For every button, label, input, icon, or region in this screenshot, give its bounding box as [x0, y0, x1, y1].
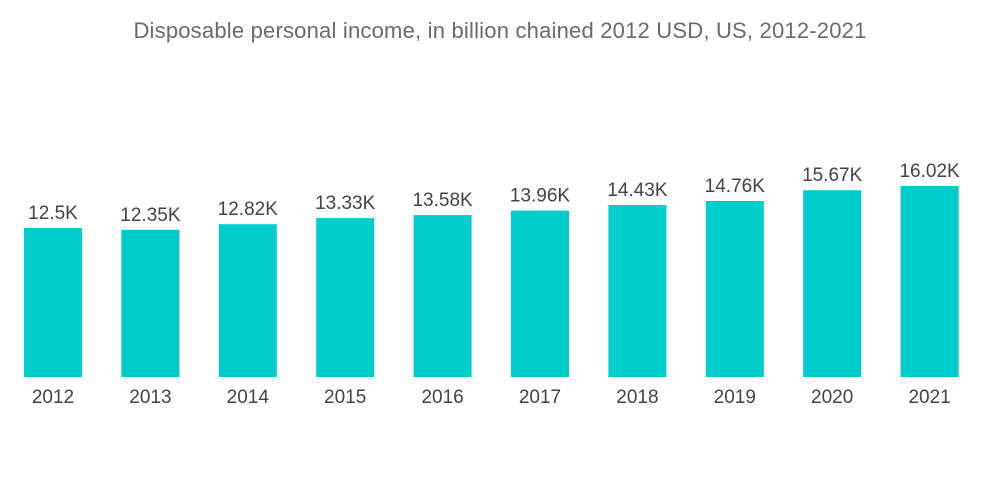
data-label-2018: 14.43K	[607, 180, 668, 201]
x-tick-label-2017: 2017	[519, 387, 561, 408]
data-label-2020: 15.67K	[802, 165, 863, 186]
bar-2021	[900, 186, 959, 377]
data-label-2012: 12.5K	[28, 203, 78, 224]
data-label-2021: 16.02K	[899, 161, 960, 182]
x-tick-label-2013: 2013	[129, 387, 171, 408]
x-axis-ticks: 2012 2013 2014 2015 2016 2017 2018 2019 2020 2021	[32, 387, 951, 408]
data-label-2013: 12.35K	[120, 205, 181, 226]
data-labels-group: 12.5K 12.35K 12.82K 13.33K 13.58K 13.96K 14.43…	[28, 161, 960, 226]
bar-2017	[511, 210, 569, 377]
x-tick-label-2016: 2016	[421, 387, 463, 408]
bar-2016	[413, 215, 472, 377]
x-tick-label-2012: 2012	[32, 387, 74, 408]
data-label-2014: 12.82K	[218, 199, 279, 220]
bar-2012	[24, 228, 82, 377]
bar-2018	[608, 205, 667, 377]
bar-2019	[705, 201, 764, 377]
bar-2020	[803, 190, 862, 377]
x-tick-label-2018: 2018	[616, 387, 658, 408]
x-tick-label-2020: 2020	[811, 387, 853, 408]
x-tick-label-2015: 2015	[324, 387, 366, 408]
x-tick-label-2019: 2019	[714, 387, 756, 408]
x-tick-label-2014: 2014	[227, 387, 270, 408]
data-label-2015: 13.33K	[315, 193, 376, 214]
bar-2014	[218, 224, 277, 377]
bar-2013	[121, 229, 180, 377]
bars-group	[24, 186, 959, 377]
chart-title: Disposable personal income, in billion c…	[133, 18, 867, 43]
data-label-2016: 13.58K	[412, 190, 473, 211]
data-label-2017: 13.96K	[510, 186, 571, 207]
bar-2015	[316, 218, 375, 377]
x-tick-label-2021: 2021	[908, 387, 950, 408]
data-label-2019: 14.76K	[705, 176, 766, 197]
